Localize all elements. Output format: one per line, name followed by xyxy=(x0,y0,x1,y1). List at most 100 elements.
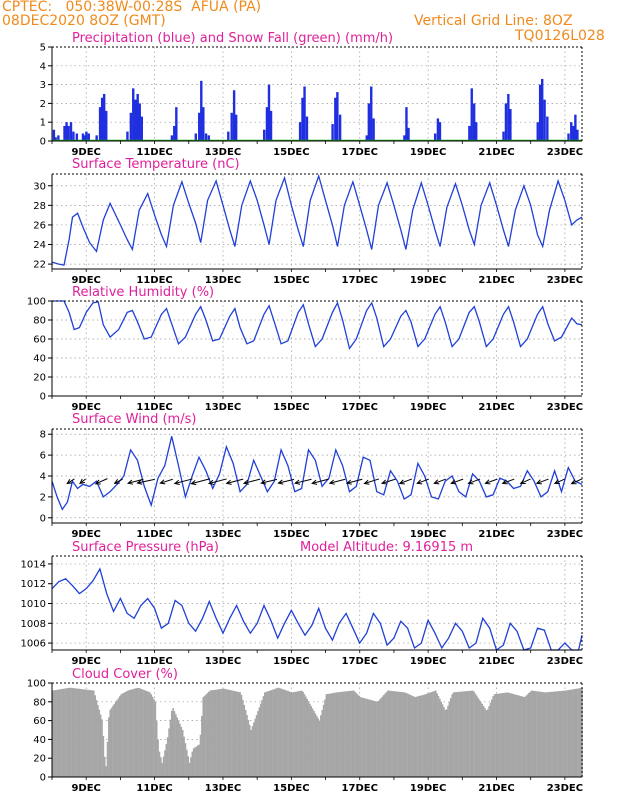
cloud-bar xyxy=(426,693,429,777)
panel-pres xyxy=(48,555,583,653)
y-tick-label: 60 xyxy=(33,716,46,727)
wind-arrow xyxy=(174,478,193,484)
cloud-bar xyxy=(376,701,378,777)
cloud-bar xyxy=(374,701,377,777)
cloud-bar xyxy=(220,689,222,777)
cloud-bar xyxy=(97,704,99,777)
cloud-bar xyxy=(192,748,195,777)
cloud-bar xyxy=(389,690,392,777)
cloud-bar xyxy=(407,693,410,777)
precip-bar xyxy=(194,133,198,141)
cloud-bar xyxy=(240,694,243,777)
y-tick-label: 28 xyxy=(33,201,46,212)
y-tick-label: 22 xyxy=(33,260,46,271)
cloud-bar xyxy=(373,700,375,777)
wind-arrow xyxy=(226,478,244,484)
cloud-bar xyxy=(254,718,256,777)
cloud-bar xyxy=(400,692,403,777)
panel-title-precip: Precipitation (blue) and Snow Fall (gree… xyxy=(72,31,393,46)
cloud-bar xyxy=(408,694,411,777)
cloud-bar xyxy=(86,689,88,777)
cloud-bar xyxy=(445,709,448,777)
cloud-bar xyxy=(110,707,113,777)
cloud-bar xyxy=(119,696,121,777)
cloud-bar xyxy=(147,691,150,777)
x-tick-label: 21DEC xyxy=(478,147,514,158)
y-tick-label: 1010 xyxy=(21,599,46,610)
panel-title-cloud: Cloud Cover (%) xyxy=(72,667,178,682)
y-tick-label: 1008 xyxy=(21,619,46,630)
y-tick-label: 2 xyxy=(40,492,46,503)
panel-rh xyxy=(48,300,583,399)
cloud-bar xyxy=(228,689,231,777)
wind-arrow-head xyxy=(328,479,335,485)
cloud-bar xyxy=(517,695,519,777)
precip-bar xyxy=(336,92,339,141)
precip-bar xyxy=(52,129,56,141)
cloud-bar xyxy=(429,692,432,777)
cloud-bar xyxy=(430,692,433,777)
wind-arrow-head xyxy=(535,479,542,485)
cloud-bar xyxy=(206,693,209,777)
wind-arrow xyxy=(329,478,346,484)
cloud-bar xyxy=(471,690,474,777)
cloud-bar xyxy=(77,688,80,777)
cloud-bar xyxy=(456,691,459,777)
cloud-bar xyxy=(99,714,102,777)
cloud-bar xyxy=(501,693,504,777)
cloud-bar xyxy=(392,691,395,777)
precip-bar xyxy=(502,131,505,141)
cloud-bar xyxy=(264,692,266,777)
cloud-bar xyxy=(136,687,139,777)
wind-arrow xyxy=(114,478,123,484)
cloud-bar xyxy=(95,700,98,777)
cloud-bar xyxy=(459,691,462,777)
x-tick-label: 21DEC xyxy=(478,783,514,794)
cloud-bar xyxy=(510,693,512,777)
precip-bar xyxy=(230,112,233,141)
cloud-bar xyxy=(486,709,489,777)
cloud-bar xyxy=(194,747,196,777)
panel-title-pres: Surface Pressure (hPa) xyxy=(72,540,219,555)
x-tick-label: 15DEC xyxy=(273,275,309,286)
cloud-bar xyxy=(384,693,386,777)
precip-bar xyxy=(129,112,133,141)
cloud-bar xyxy=(331,693,333,777)
wind-arrow xyxy=(451,478,464,484)
cloud-bar xyxy=(114,702,117,777)
cloud-bar xyxy=(183,736,185,777)
y-tick-label: 40 xyxy=(33,735,46,746)
cloud-bar xyxy=(276,688,278,777)
wind-arrow xyxy=(502,478,515,484)
precip-bar xyxy=(65,122,68,141)
x-tick-label: 13DEC xyxy=(205,529,241,540)
cloud-bar xyxy=(382,695,385,777)
precip-bar xyxy=(232,90,236,141)
cloud-bar xyxy=(434,690,437,777)
cloud-bar xyxy=(563,690,566,777)
wind-arrow xyxy=(160,478,173,484)
cloud-bar xyxy=(541,692,544,777)
cloud-bar xyxy=(567,690,570,777)
cloud-bar xyxy=(235,691,237,777)
precip-bar xyxy=(536,122,539,141)
cloud-bar xyxy=(385,692,388,777)
cloud-bar xyxy=(529,691,531,777)
precip-bar xyxy=(263,129,266,141)
cloud-bar xyxy=(236,691,239,777)
cloud-bar xyxy=(305,696,307,777)
cloud-bar xyxy=(52,690,54,777)
precip-bar xyxy=(546,116,549,141)
cloud-bar xyxy=(213,689,215,777)
cloud-bar xyxy=(53,690,55,777)
cloud-bar xyxy=(575,688,578,777)
cloud-bar xyxy=(573,689,575,777)
cloud-bar xyxy=(56,689,58,777)
cloud-bar xyxy=(146,691,148,777)
cloud-bar xyxy=(303,694,306,777)
cloud-bar xyxy=(519,695,522,777)
precip-bar xyxy=(75,133,79,141)
x-tick-label: 9DEC xyxy=(71,275,100,286)
cloud-bar xyxy=(478,699,481,777)
precip-bar xyxy=(567,133,570,141)
